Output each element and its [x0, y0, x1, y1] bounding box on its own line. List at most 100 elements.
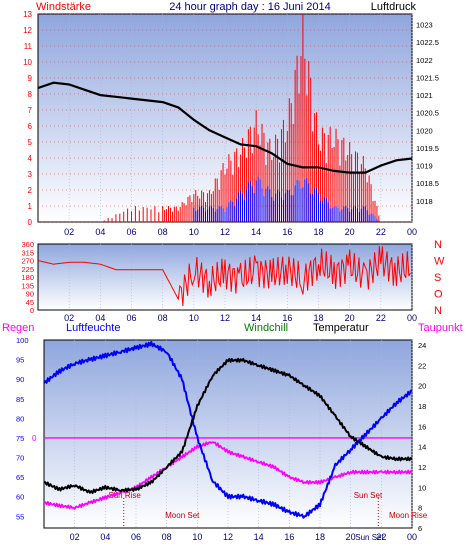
panel3-x-tick: 04 [100, 532, 110, 542]
direction-axis-tick: 90 [26, 290, 34, 299]
panel2-x-tick: 06 [126, 313, 136, 323]
pressure-axis-tick: 1019 [416, 162, 433, 171]
sun-set-axis-label: Sun Set [355, 533, 384, 542]
wind-axis-tick: 0 [28, 218, 33, 227]
direction-axis-tick: 0 [30, 306, 34, 315]
panel2-x-tick: 08 [158, 313, 168, 323]
panel3-x-tick: 06 [131, 532, 141, 542]
temperature-axis-tick: 18 [418, 402, 426, 411]
panel2-x-tick: 18 [313, 313, 323, 323]
humidity-axis-tick: 75 [16, 434, 24, 443]
panel1-x-tick: 04 [95, 227, 105, 237]
temperature-axis-tick: 22 [418, 361, 426, 370]
panel1-x-tick: 08 [158, 227, 168, 237]
direction-compass-label: W [434, 256, 445, 268]
panel3-x-tick: 10 [192, 532, 202, 542]
panel1-x-tick: 18 [313, 227, 323, 237]
pressure-axis-tick: 1020 [416, 126, 433, 135]
panel3-x-tick: 18 [315, 532, 325, 542]
humidity-line [43, 340, 413, 519]
panel3-regen-label: Regen [2, 322, 34, 334]
wind-axis-tick: 1 [28, 202, 33, 211]
wind-axis-tick: 12 [23, 26, 32, 35]
pressure-axis-tick: 1018.5 [416, 179, 439, 188]
panel1-x-tick: 12 [220, 227, 230, 237]
panel2-x-tick: 04 [95, 313, 105, 323]
wind-axis-tick: 3 [28, 170, 33, 179]
panel2-x-tick: 20 [345, 313, 355, 323]
wind-axis-tick: 5 [28, 138, 33, 147]
panel2-x-tick: 16 [282, 313, 292, 323]
temperature-axis-tick: 24 [418, 341, 426, 350]
wind-direction-line [37, 246, 411, 307]
humidity-axis-tick: 80 [16, 414, 24, 423]
moon-set-label: Moon Set [165, 511, 200, 520]
pressure-line [37, 81, 413, 174]
rain-axis-tick: 0 [32, 434, 37, 443]
direction-compass-label: N [434, 305, 442, 317]
dewpoint-line [43, 441, 413, 510]
wind-axis-tick: 7 [28, 106, 33, 115]
humidity-axis-tick: 95 [16, 356, 24, 365]
pressure-axis-tick: 1021 [416, 91, 433, 100]
wind-axis-tick: 9 [28, 74, 33, 83]
pressure-axis-tick: 1018 [416, 197, 433, 206]
panel3-x-tick: 22 [376, 532, 386, 542]
temperature-line [43, 357, 413, 494]
panel1-x-tick: 16 [282, 227, 292, 237]
humidity-axis-tick: 70 [16, 454, 24, 463]
pressure-axis-tick: 1022.5 [416, 38, 439, 47]
panel3-x-tick: 12 [223, 532, 233, 542]
direction-axis-tick: 225 [21, 265, 34, 274]
temperature-axis-tick: 8 [418, 504, 422, 513]
panel3-temperatur-label: Temperatur [313, 322, 369, 334]
direction-axis-tick: 360 [21, 240, 34, 249]
panel3-taupunkt-label: Taupunkt [418, 322, 463, 334]
panel3-windchill-label: Windchill [244, 322, 288, 334]
pressure-axis-tick: 1021.5 [416, 73, 439, 82]
panel1-x-tick: 02 [64, 227, 74, 237]
panel3-x-tick: 08 [162, 532, 172, 542]
wind-axis-tick: 6 [28, 122, 33, 131]
panel3-x-tick: 00 [407, 532, 417, 542]
panel2-x-tick: 12 [220, 313, 230, 323]
humidity-axis-tick: 90 [16, 375, 24, 384]
sun-set-label: Sun Set [354, 491, 383, 500]
panel2-x-tick: 22 [376, 313, 386, 323]
temperature-axis-tick: 16 [418, 422, 426, 431]
wind-axis-tick: 8 [28, 90, 33, 99]
temperature-axis-tick: 10 [418, 483, 426, 492]
panel3-luftfeuchte-label: Luftfeuchte [66, 322, 120, 334]
panel2-x-tick: 00 [407, 313, 417, 323]
panel2-x-tick: 14 [251, 313, 261, 323]
humidity-axis-tick: 100 [16, 336, 29, 345]
moon-rise-label: Moon Rise [389, 511, 428, 520]
temperature-axis-tick: 6 [418, 524, 422, 533]
direction-axis-tick: 315 [21, 248, 34, 257]
temperature-axis-tick: 14 [418, 443, 426, 452]
panel3-x-tick: 14 [254, 532, 264, 542]
panel2-x-tick: 02 [64, 313, 74, 323]
humidity-axis-tick: 60 [16, 493, 24, 502]
temperature-axis-tick: 20 [418, 382, 426, 391]
direction-compass-label: S [434, 272, 441, 284]
wind-axis-tick: 11 [24, 42, 33, 51]
humidity-axis-tick: 55 [16, 512, 24, 521]
panel3-x-tick: 20 [346, 532, 356, 542]
pressure-axis-tick: 1020.5 [416, 109, 439, 118]
temperature-axis-tick: 12 [418, 463, 426, 472]
wind-axis-tick: 4 [28, 154, 33, 163]
panel1-x-tick: 22 [376, 227, 386, 237]
humidity-axis-tick: 65 [16, 473, 24, 482]
panel1-x-tick: 00 [407, 227, 417, 237]
pressure-axis-tick: 1019.5 [416, 144, 439, 153]
panel1-left-label: Windstärke [36, 1, 91, 13]
pressure-axis-tick: 1023 [416, 21, 433, 30]
direction-compass-label: O [434, 289, 443, 301]
wind-axis-tick: 2 [28, 186, 33, 195]
wind-axis-tick: 13 [23, 10, 32, 19]
direction-axis-tick: 180 [21, 273, 34, 282]
